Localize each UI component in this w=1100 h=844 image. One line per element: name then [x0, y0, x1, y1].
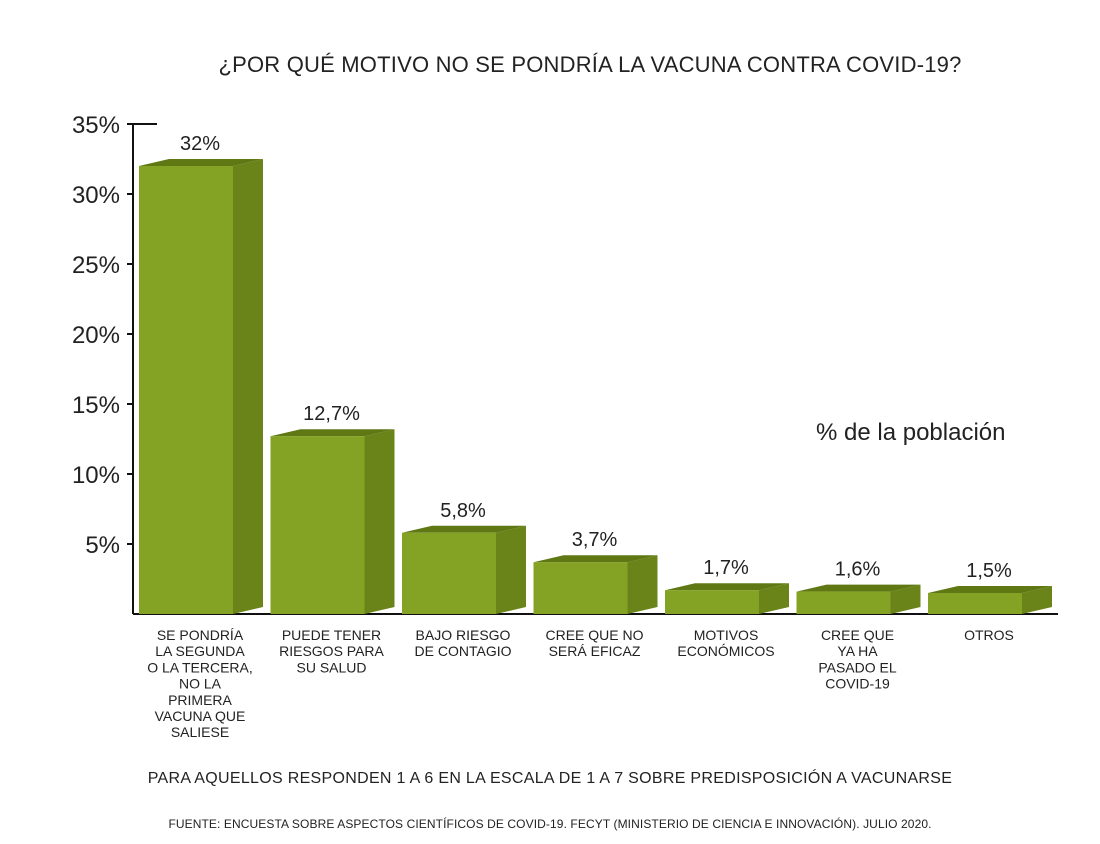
- bar-value-label: 1,5%: [966, 560, 1012, 582]
- category-label: PRIMERA: [168, 692, 232, 708]
- bar: [402, 532, 496, 614]
- bar-value-label: 3,7%: [572, 529, 618, 551]
- category-label: PASADO EL: [818, 659, 897, 675]
- category-label: SALIESE: [171, 724, 229, 740]
- category-label: YA HA: [837, 643, 878, 659]
- category-label: CREE QUE NO: [545, 627, 643, 643]
- category-label: LA SEGUNDA: [155, 643, 245, 659]
- category-label: OTROS: [964, 627, 1014, 643]
- bar-side: [1022, 586, 1052, 614]
- bar-top: [928, 586, 1052, 593]
- population-note: PARA AQUELLOS RESPONDEN 1 A 6 EN LA ESCA…: [147, 770, 953, 787]
- category-label: SE PONDRÍA: [157, 627, 244, 643]
- bar-side: [759, 583, 789, 614]
- y-tick-label: 35%: [72, 112, 120, 139]
- category-label: DE CONTAGIO: [415, 643, 512, 659]
- bar-top: [402, 525, 526, 533]
- bar-value-label: 1,6%: [835, 559, 881, 581]
- bar-value-label: 32%: [180, 133, 220, 155]
- category-label: SERÁ EFICAZ: [549, 643, 641, 659]
- bar-side: [627, 555, 658, 614]
- category-label: O LA TERCERA,: [147, 659, 253, 675]
- category-label: CREE QUE: [821, 627, 894, 643]
- bar-side: [496, 525, 526, 614]
- bar-side: [890, 584, 921, 614]
- bar: [533, 562, 628, 614]
- bar: [270, 436, 365, 614]
- y-tick-label: 5%: [85, 532, 120, 559]
- bar: [928, 593, 1022, 614]
- bar-value-label: 12,7%: [303, 403, 360, 425]
- y-tick-label: 25%: [72, 252, 120, 279]
- category-label: RIESGOS PARA: [279, 643, 384, 659]
- bar: [665, 590, 759, 614]
- category-label: BAJO RIESGO: [416, 627, 511, 643]
- bar-top: [665, 583, 789, 591]
- bar: [796, 591, 891, 614]
- category-label: VACUNA QUE: [155, 708, 246, 724]
- y-tick-label: 20%: [72, 322, 120, 349]
- bar-side: [233, 159, 263, 614]
- bar-top: [796, 584, 921, 592]
- bar-value-label: 1,7%: [703, 557, 749, 579]
- bar-side: [364, 429, 395, 614]
- category-label: MOTIVOS: [694, 627, 759, 643]
- bar-top: [270, 429, 395, 437]
- y-tick-label: 10%: [72, 462, 120, 489]
- bar-value-label: 5,8%: [440, 500, 486, 522]
- category-label: COVID-19: [825, 676, 890, 692]
- y-tick-label: 15%: [72, 392, 120, 419]
- bar: [139, 166, 233, 614]
- chart-title: ¿POR QUÉ MOTIVO NO SE PONDRÍA LA VACUNA …: [218, 52, 962, 77]
- unit-label: % de la población: [816, 419, 1006, 446]
- category-label: ECONÓMICOS: [677, 643, 774, 659]
- source-note: FUENTE: ENCUESTA SOBRE ASPECTOS CIENTÍFI…: [168, 817, 932, 831]
- y-tick-label: 30%: [72, 182, 120, 209]
- category-label: NO LA: [179, 676, 222, 692]
- category-label: SU SALUD: [296, 659, 366, 675]
- bar-top: [139, 159, 263, 166]
- bar-top: [533, 555, 658, 563]
- category-label: PUEDE TENER: [282, 627, 381, 643]
